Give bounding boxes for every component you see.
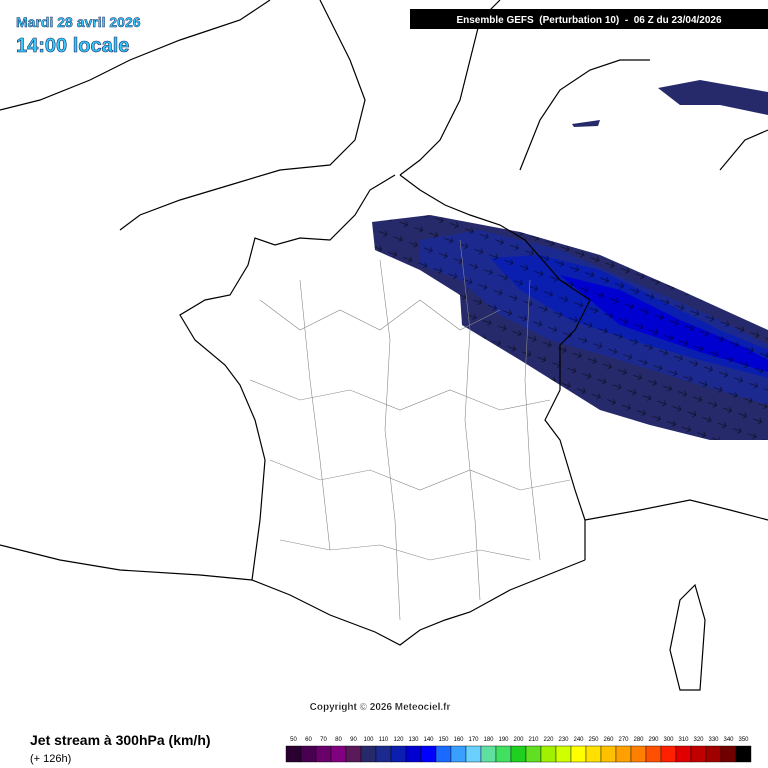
legend-label: 210 (528, 737, 539, 743)
legend-label: 190 (498, 737, 509, 743)
legend-swatch (735, 745, 752, 763)
legend-label: 90 (350, 737, 357, 743)
department-borders (249, 239, 571, 621)
legend-label: 120 (393, 737, 404, 743)
legend-swatch (540, 745, 557, 763)
legend-label: 300 (663, 737, 674, 743)
legend-swatch (675, 745, 692, 763)
legend-swatch (420, 745, 437, 763)
legend-swatch (495, 745, 512, 763)
legend-label: 170 (468, 737, 479, 743)
legend-label: 340 (723, 737, 734, 743)
legend-swatch (435, 745, 452, 763)
legend-label: 140 (423, 737, 434, 743)
legend-label: 320 (693, 737, 704, 743)
legend-label: 350 (738, 737, 749, 743)
legend-swatch (585, 745, 602, 763)
legend-swatch (360, 745, 377, 763)
legend-swatch (615, 745, 632, 763)
legend-swatch (375, 745, 392, 763)
legend-label: 330 (708, 737, 719, 743)
legend-label: 60 (305, 737, 312, 743)
copyright: Copyright © 2026 Meteociel.fr (310, 702, 451, 713)
jet-area (372, 80, 768, 440)
model: Ensemble GEFS (Perturbation 10) - 06 Z d… (456, 15, 722, 26)
legend-swatch (285, 745, 302, 763)
legend-swatch (450, 745, 467, 763)
legend-swatch (555, 745, 572, 763)
legend-label: 250 (588, 737, 599, 743)
legend-swatch (705, 745, 722, 763)
legend-swatch (480, 745, 497, 763)
legend-label: 260 (603, 737, 614, 743)
legend-swatch (315, 745, 332, 763)
legend-label: 100 (363, 737, 374, 743)
legend-label: 240 (573, 737, 584, 743)
legend-label: 280 (633, 737, 644, 743)
legend-swatch (570, 745, 587, 763)
legend-swatch (645, 745, 662, 763)
legend-label: 130 (408, 737, 419, 743)
legend-swatch (330, 745, 347, 763)
legend-label: 150 (438, 737, 449, 743)
legend-swatch (525, 745, 542, 763)
legend-label: 290 (648, 737, 659, 743)
legend-swatch (405, 745, 422, 763)
legend-label: 200 (513, 737, 524, 743)
legend-label: 230 (558, 737, 569, 743)
legend-swatch (390, 745, 407, 763)
legend-label: 160 (453, 737, 464, 743)
legend-swatch (660, 745, 677, 763)
legend-swatch (465, 745, 482, 763)
coastline (0, 0, 768, 691)
legend-label: 110 (379, 737, 389, 743)
legend-label: 310 (678, 737, 689, 743)
legend-label: 50 (290, 737, 297, 743)
legend-swatch (600, 745, 617, 763)
legend-label: 270 (618, 737, 629, 743)
date: Mardi 28 avril 2026 (16, 14, 141, 30)
legend-label: 220 (543, 737, 554, 743)
legend-swatch (345, 745, 362, 763)
legend: 50 60 70 80 90 100 110 120 130 140 150 160 170 180 190… (285, 737, 752, 763)
legend-label: 80 (335, 737, 342, 743)
legend-swatch (510, 745, 527, 763)
legend-swatch (630, 745, 647, 763)
footer-lead: (+ 126h) (30, 753, 71, 765)
legend-swatch (720, 745, 737, 763)
legend-label: 180 (483, 737, 494, 743)
legend-swatch (690, 745, 707, 763)
legend-label: 70 (320, 737, 327, 743)
footer-title: Jet stream à 300hPa (km/h) (30, 732, 211, 748)
time: 14:00 locale (16, 35, 129, 57)
model-box (410, 9, 768, 29)
legend-swatch (300, 745, 317, 763)
